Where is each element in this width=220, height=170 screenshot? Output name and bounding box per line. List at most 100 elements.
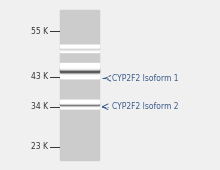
Bar bbox=[60, 31, 99, 32]
Bar bbox=[60, 12, 99, 13]
Bar bbox=[60, 88, 99, 89]
Bar bbox=[60, 135, 99, 136]
Bar bbox=[60, 57, 99, 58]
Bar bbox=[60, 64, 99, 65]
Bar bbox=[60, 116, 99, 117]
Bar bbox=[60, 108, 99, 109]
Bar bbox=[60, 69, 99, 70]
Bar bbox=[60, 110, 99, 111]
Bar bbox=[60, 102, 99, 103]
Bar bbox=[60, 33, 99, 34]
Bar bbox=[60, 48, 99, 49]
Bar bbox=[60, 152, 99, 153]
Bar bbox=[60, 54, 99, 55]
Bar bbox=[60, 84, 99, 85]
Bar bbox=[60, 19, 99, 20]
Bar bbox=[60, 82, 99, 83]
Bar bbox=[60, 74, 99, 75]
Bar bbox=[60, 60, 99, 61]
Bar bbox=[60, 150, 99, 151]
Bar bbox=[60, 14, 99, 15]
Bar bbox=[60, 30, 99, 31]
Bar bbox=[60, 58, 99, 59]
Bar bbox=[60, 27, 99, 28]
Bar bbox=[60, 70, 99, 71]
Bar bbox=[60, 101, 99, 102]
Bar bbox=[60, 11, 99, 12]
Bar bbox=[60, 144, 99, 145]
Bar bbox=[60, 49, 99, 50]
Bar bbox=[60, 94, 99, 95]
Bar bbox=[60, 68, 99, 69]
Bar bbox=[60, 106, 99, 107]
Bar bbox=[60, 103, 99, 104]
Bar bbox=[60, 100, 99, 101]
Bar bbox=[60, 66, 99, 67]
Bar bbox=[60, 98, 99, 99]
Bar bbox=[60, 55, 99, 56]
Bar bbox=[60, 139, 99, 140]
Bar bbox=[60, 89, 99, 90]
Bar bbox=[60, 117, 99, 118]
Text: 55 K: 55 K bbox=[31, 27, 48, 36]
Bar bbox=[60, 44, 99, 45]
Bar bbox=[60, 124, 99, 125]
Text: CYP2F2 Isoform 1: CYP2F2 Isoform 1 bbox=[112, 74, 179, 83]
Bar bbox=[60, 123, 99, 124]
Bar bbox=[60, 68, 99, 69]
Bar bbox=[60, 105, 99, 106]
Bar bbox=[60, 95, 99, 96]
Text: CYP2F2 Isoform 2: CYP2F2 Isoform 2 bbox=[112, 102, 179, 111]
Bar bbox=[60, 40, 99, 41]
Bar bbox=[60, 81, 99, 82]
Bar bbox=[60, 34, 99, 35]
Bar bbox=[60, 43, 99, 44]
Bar bbox=[60, 23, 99, 24]
Bar bbox=[60, 76, 99, 77]
Bar bbox=[60, 36, 99, 37]
Bar bbox=[60, 92, 99, 93]
Bar bbox=[60, 63, 99, 64]
Bar bbox=[60, 129, 99, 130]
Bar bbox=[60, 64, 99, 65]
Bar bbox=[60, 66, 99, 67]
Bar bbox=[60, 32, 99, 33]
Bar bbox=[60, 96, 99, 97]
Bar bbox=[60, 28, 99, 29]
Bar bbox=[60, 80, 99, 81]
Bar bbox=[60, 90, 99, 91]
Bar bbox=[60, 148, 99, 149]
Bar bbox=[60, 154, 99, 155]
Bar bbox=[60, 13, 99, 14]
Text: 43 K: 43 K bbox=[31, 72, 48, 81]
Bar bbox=[60, 17, 99, 18]
Bar bbox=[60, 137, 99, 138]
Bar bbox=[60, 157, 99, 158]
Bar bbox=[60, 10, 99, 160]
Bar bbox=[60, 69, 99, 70]
Bar bbox=[60, 107, 99, 108]
Bar bbox=[60, 104, 99, 105]
Bar bbox=[60, 155, 99, 156]
Bar bbox=[60, 39, 99, 40]
Bar bbox=[60, 10, 99, 11]
Bar bbox=[60, 73, 99, 74]
Bar bbox=[60, 103, 99, 104]
Bar bbox=[60, 42, 99, 43]
Bar bbox=[60, 113, 99, 114]
Bar bbox=[60, 131, 99, 132]
Bar bbox=[60, 112, 99, 113]
Bar bbox=[60, 134, 99, 135]
Bar bbox=[60, 120, 99, 121]
Bar bbox=[60, 91, 99, 92]
Bar bbox=[60, 109, 99, 110]
Bar bbox=[60, 73, 99, 74]
Bar bbox=[60, 104, 99, 105]
Bar bbox=[60, 107, 99, 108]
Bar bbox=[60, 65, 99, 66]
Bar bbox=[60, 99, 99, 100]
Text: 23 K: 23 K bbox=[31, 142, 48, 151]
Bar bbox=[60, 76, 99, 77]
Bar bbox=[60, 101, 99, 102]
Bar bbox=[60, 83, 99, 84]
